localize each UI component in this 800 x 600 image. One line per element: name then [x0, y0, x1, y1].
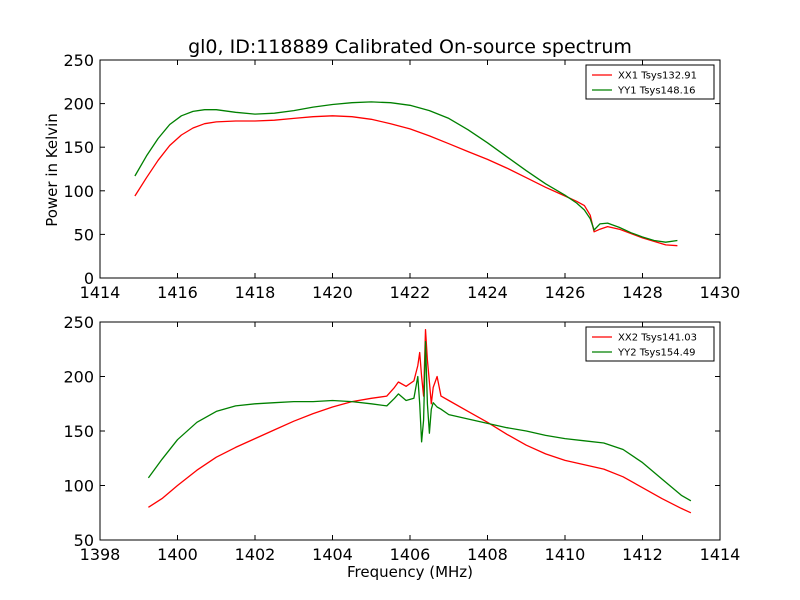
y-tick-label: 100	[63, 182, 94, 201]
x-tick-label: 1422	[390, 283, 431, 302]
legend-label: XX1 Tsys132.91	[618, 71, 697, 82]
y-tick-label: 50	[74, 225, 94, 244]
x-tick-label: 1410	[545, 545, 586, 564]
y-tick-label: 0	[84, 269, 94, 288]
x-tick-label: 1414	[80, 283, 121, 302]
y-tick-label: 200	[63, 95, 94, 114]
legend: XX1 Tsys132.91 YY1 Tsys148.16	[585, 64, 715, 100]
legend-label: XX2 Tsys141.03	[618, 333, 697, 344]
x-tick-label: 1412	[622, 545, 663, 564]
x-tick-label: 1420	[312, 283, 353, 302]
y-tick-label: 150	[63, 422, 94, 441]
y-tick-label: 100	[63, 477, 94, 496]
legend-label: YY2 Tsys154.49	[617, 348, 696, 359]
chart-title: gl0, ID:118889 Calibrated On-source spec…	[188, 36, 632, 58]
top-subplot: 1414 1416 1418 1420 1422 1424 1426 1428 1430 0 50 1…	[63, 51, 740, 302]
x-tick-label: 1416	[157, 283, 198, 302]
x-tick-label: 1424	[467, 283, 508, 302]
x-tick-label: 1402	[235, 545, 276, 564]
series-line-yy2	[147, 340, 692, 502]
legend-box	[585, 64, 715, 100]
legend-box	[585, 326, 715, 362]
x-axis-label: Frequency (MHz)	[347, 563, 473, 581]
y-axis-label: Power in Kelvin	[43, 113, 61, 227]
y-tick-label: 250	[63, 313, 94, 332]
legend-label: YY1 Tsys148.16	[617, 86, 696, 97]
y-tick-label: 200	[63, 368, 94, 387]
x-tick-label: 1430	[700, 283, 741, 302]
legend: XX2 Tsys141.03 YY2 Tsys154.49	[585, 326, 715, 362]
x-tick-label: 1426	[545, 283, 586, 302]
x-tick-label: 1400	[157, 545, 198, 564]
x-tick-label: 1408	[467, 545, 508, 564]
bottom-subplot: 1398 1400 1402 1404 1406 1408 1410 1412 1414 50 10…	[63, 313, 740, 564]
x-tick-label: 1398	[80, 545, 121, 564]
series-line-yy1	[134, 101, 678, 243]
x-tick-label: 1428	[622, 283, 663, 302]
series-line-xx1	[134, 115, 678, 247]
y-tick-label: 50	[74, 531, 94, 550]
x-tick-label: 1418	[235, 283, 276, 302]
y-tick-label: 150	[63, 138, 94, 157]
y-tick-label: 250	[63, 51, 94, 70]
x-tick-label: 1404	[312, 545, 353, 564]
x-tick-label: 1406	[390, 545, 431, 564]
x-tick-label: 1414	[700, 545, 741, 564]
